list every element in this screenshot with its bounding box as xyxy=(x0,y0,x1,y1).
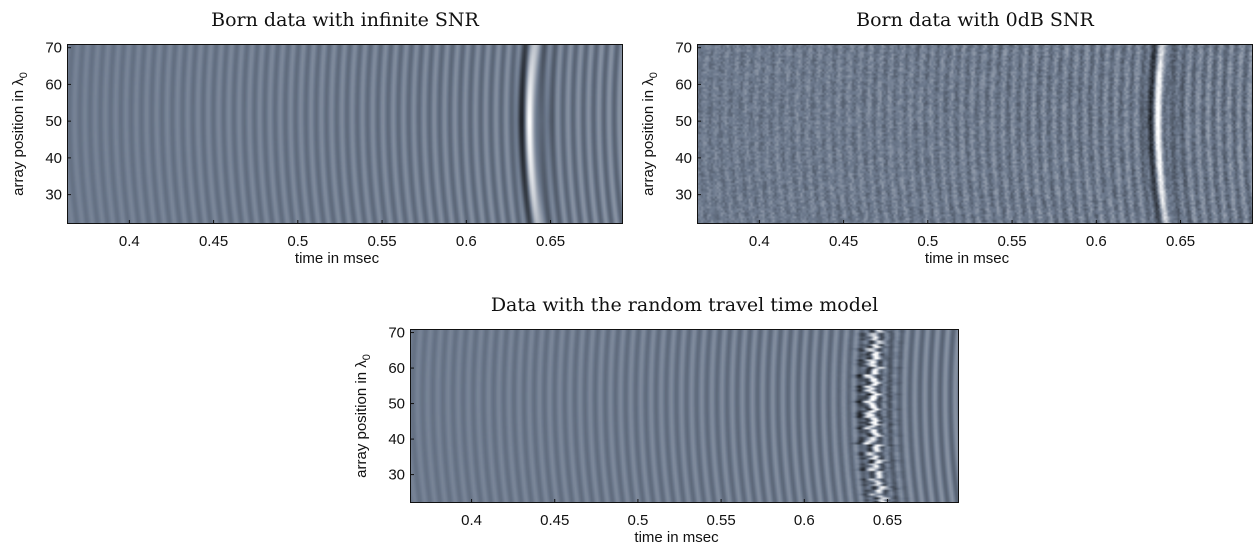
y-axis-label-text: array position in λ xyxy=(10,78,27,196)
plot-frame xyxy=(67,44,623,224)
x-axis-label: time in msec xyxy=(925,250,1010,267)
x-tick-label: 0.5 xyxy=(917,233,938,250)
x-tick-label: 0.55 xyxy=(997,233,1026,250)
plot-frame xyxy=(410,329,959,503)
panel-random: Data with the random travel time model 0.… xyxy=(353,294,959,546)
x-tick-label: 0.4 xyxy=(749,233,770,250)
x-tick-label: 0.55 xyxy=(706,512,735,529)
x-tick-label: 0.45 xyxy=(540,512,569,529)
x-tick-label: 0.6 xyxy=(456,233,477,250)
x-tick-label: 0.55 xyxy=(367,233,396,250)
y-axis-label-subscript: 0 xyxy=(18,72,30,78)
x-tick-label: 0.5 xyxy=(627,512,648,529)
chart-title: Born data with 0dB SNR xyxy=(856,9,1094,31)
x-tick-label: 0.4 xyxy=(119,233,140,250)
x-tick-label: 0.4 xyxy=(461,512,482,529)
x-tick-label: 0.45 xyxy=(199,233,228,250)
x-tick-label: 0.5 xyxy=(287,233,308,250)
y-tick-label: 50 xyxy=(45,113,62,130)
chart-title: Data with the random travel time model xyxy=(491,294,878,316)
y-tick-label: 70 xyxy=(388,325,405,342)
y-tick-label: 50 xyxy=(675,113,692,130)
y-tick-label: 30 xyxy=(675,187,692,204)
x-tick-label: 0.45 xyxy=(829,233,858,250)
x-tick-label: 0.65 xyxy=(873,512,902,529)
y-axis-label: array position in λ0 xyxy=(10,72,30,196)
y-axis-label-subscript: 0 xyxy=(361,354,373,360)
chart-title: Born data with infinite SNR xyxy=(211,9,479,31)
heatmap-image xyxy=(67,44,623,224)
y-tick-label: 40 xyxy=(388,431,405,448)
y-tick-label: 50 xyxy=(388,396,405,413)
y-tick-label: 60 xyxy=(45,76,62,93)
heatmap-image xyxy=(697,44,1253,224)
x-tick-label: 0.6 xyxy=(794,512,815,529)
x-axis-label: time in msec xyxy=(634,529,719,546)
y-axis-label-subscript: 0 xyxy=(648,72,660,78)
y-axis-label: array position in λ0 xyxy=(353,354,373,478)
y-tick-label: 70 xyxy=(675,40,692,57)
y-axis-label: array position in λ0 xyxy=(640,72,660,196)
y-axis-label-text: array position in λ xyxy=(640,78,657,196)
x-tick-label: 0.65 xyxy=(1166,233,1195,250)
y-tick-label: 40 xyxy=(45,150,62,167)
panel-noisy: Born data with 0dB SNR 0.4 0.45 0.5 0.55 0.6 0… xyxy=(640,9,1253,267)
y-tick-label: 30 xyxy=(45,187,62,204)
y-tick-label: 60 xyxy=(675,76,692,93)
y-tick-label: 70 xyxy=(45,40,62,57)
y-tick-label: 60 xyxy=(388,360,405,377)
y-tick-label: 30 xyxy=(388,467,405,484)
panel-clean: Born data with infinite SNR 0.4 0.45 0.5 0.5… xyxy=(10,9,623,267)
y-tick-label: 40 xyxy=(675,150,692,167)
x-tick-label: 0.6 xyxy=(1086,233,1107,250)
y-axis-label-text: array position in λ xyxy=(353,360,370,478)
x-axis-label: time in msec xyxy=(295,250,380,267)
heatmap-image xyxy=(410,329,959,503)
x-tick-label: 0.65 xyxy=(536,233,565,250)
